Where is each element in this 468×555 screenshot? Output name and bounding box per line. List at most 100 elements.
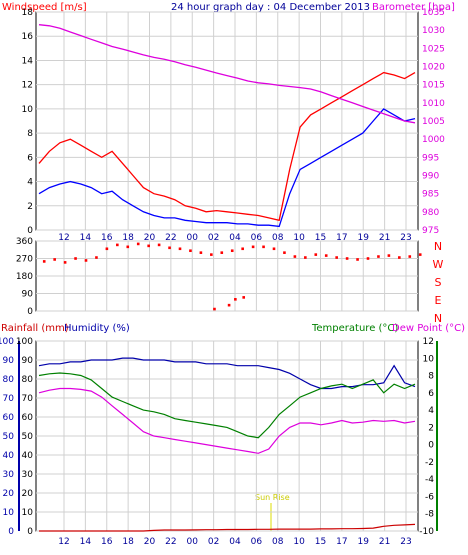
rainfall-tick-label: 70 — [3, 394, 15, 404]
temperature-tick-label: 4 — [428, 406, 434, 416]
temperature-tick-label: 2 — [428, 423, 434, 433]
barometer-axis-title: Barometer [hpa] — [372, 2, 455, 13]
climate-x-label: 08 — [272, 537, 284, 547]
humidity-tick-label: 90 — [22, 356, 34, 366]
humidity-tick-label: 0 — [27, 527, 33, 537]
wind-x-label: 08 — [272, 233, 284, 243]
humidity-axis-title: Humidity (%) — [64, 323, 130, 334]
climate-x-label: 12 — [58, 537, 69, 547]
wind-tick-label: 2 — [27, 202, 33, 212]
climate-x-label: 21 — [379, 537, 390, 547]
barometer-tick-label: 995 — [422, 153, 439, 163]
rainfall-tick-label: 40 — [3, 451, 15, 461]
temperature-tick-label: 8 — [428, 372, 434, 382]
wind-tick-label: 14 — [22, 56, 34, 66]
temperature-tick-label: 10 — [423, 354, 435, 364]
direction-point — [105, 247, 109, 251]
direction-point — [418, 253, 422, 256]
wind-x-label: 18 — [122, 233, 134, 243]
wind-tick-label: 10 — [22, 105, 34, 115]
climate-x-label: 17 — [336, 537, 347, 547]
direction-point — [335, 256, 338, 259]
direction-point — [84, 259, 88, 262]
temperature-tick-label: -4 — [425, 475, 434, 485]
climate-x-label: 00 — [187, 537, 199, 547]
direction-point — [314, 253, 318, 256]
direction-point — [345, 257, 349, 260]
temperature-tick-label: 0 — [428, 441, 434, 451]
humidity-tick-label: 30 — [22, 470, 34, 480]
barometer-tick-label: 1000 — [422, 135, 445, 145]
direction-point — [398, 256, 401, 259]
wind-tick-label: 8 — [27, 129, 33, 139]
compass-label: N — [434, 240, 442, 253]
direction-point — [189, 249, 192, 253]
direction-point — [63, 261, 67, 264]
direction-point — [95, 256, 98, 259]
rainfall-tick-label: 100 — [0, 337, 14, 347]
wind-series-line-1 — [38, 108, 416, 228]
direction-point — [408, 255, 412, 258]
direction-point — [227, 303, 231, 307]
wind-x-label: 00 — [187, 233, 199, 243]
rainfall-tick-label: 20 — [3, 489, 15, 499]
wind-x-label: 12 — [58, 233, 69, 243]
direction-point — [366, 257, 370, 260]
humidity-tick-label: 40 — [22, 451, 34, 461]
climate-x-label: 18 — [122, 537, 134, 547]
wind-x-label: 23 — [400, 233, 411, 243]
wind-x-label: 21 — [379, 233, 390, 243]
climate-x-label: 02 — [208, 537, 219, 547]
direction-point — [136, 242, 140, 246]
temperature-tick-label: 12 — [423, 337, 434, 347]
direction-point — [126, 245, 130, 249]
direction-point — [387, 254, 391, 257]
climate-x-label: 15 — [315, 537, 326, 547]
humidity-tick-label: 20 — [22, 489, 34, 499]
climate-x-label: 16 — [101, 537, 113, 547]
barometer-tick-label: 1035 — [422, 8, 445, 18]
barometer-tick-label: 985 — [422, 190, 439, 200]
wind-x-label: 15 — [315, 233, 326, 243]
climate-x-label: 20 — [144, 537, 156, 547]
temperature-tick-label: -2 — [425, 458, 434, 468]
direction-tick-label: 0 — [27, 307, 33, 317]
barometer-tick-label: 1015 — [422, 81, 445, 91]
compass-label: N — [434, 312, 442, 325]
barometer-tick-label: 975 — [422, 226, 439, 236]
direction-point — [324, 254, 328, 257]
humidity-tick-label: 70 — [22, 394, 34, 404]
compass-label: E — [435, 294, 442, 307]
barometer-tick-label: 1025 — [422, 44, 445, 54]
rainfall-tick-label: 50 — [3, 432, 15, 442]
wind-x-label: 14 — [80, 233, 92, 243]
direction-tick-label: 180 — [16, 272, 33, 282]
rainfall-tick-label: 30 — [3, 470, 15, 480]
direction-point — [251, 245, 255, 249]
direction-point — [293, 255, 297, 258]
wind-series-line-0 — [38, 71, 416, 222]
direction-tick-label: 270 — [16, 255, 33, 265]
climate-series-line-3 — [39, 523, 416, 532]
direction-point — [147, 244, 150, 248]
rainfall-tick-label: 10 — [3, 508, 15, 518]
direction-point — [178, 247, 182, 251]
direction-tick-label: 360 — [16, 237, 33, 247]
humidity-tick-label: 80 — [22, 375, 34, 385]
humidity-tick-label: 100 — [16, 337, 33, 347]
wind-tick-label: 18 — [22, 8, 34, 18]
barometer-tick-label: 1030 — [422, 26, 445, 36]
direction-point — [377, 255, 380, 258]
compass-label: S — [435, 276, 442, 289]
climate-x-label: 14 — [80, 537, 92, 547]
climate-series-line-1 — [38, 372, 416, 439]
barometer-tick-label: 1010 — [422, 99, 445, 109]
wind-tick-label: 6 — [27, 153, 33, 163]
direction-point — [42, 260, 46, 263]
barometer-tick-label: 980 — [422, 208, 439, 218]
wind-x-label: 06 — [251, 233, 263, 243]
temperature-tick-label: -8 — [425, 510, 434, 520]
wind-x-label: 02 — [208, 233, 219, 243]
climate-x-label: 23 — [400, 537, 411, 547]
direction-point — [74, 257, 77, 260]
